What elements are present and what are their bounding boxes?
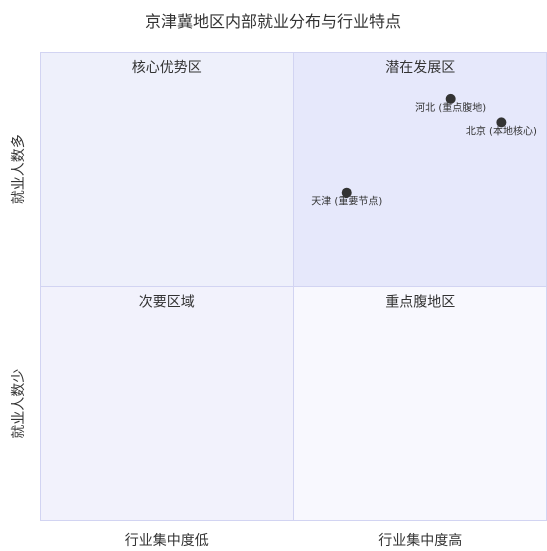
quadrant-bottom-left [40,286,294,521]
quadrant-bottom-right [293,286,547,521]
x-axis-high-label: 行业集中度高 [378,532,462,549]
points-layer: 河北 (重点腹地) 北京 (本地核心) 天津 (重要节点) [311,93,537,208]
quadrant-label-bottom-left: 次要区域 [139,295,195,311]
x-axis-low-label: 行业集中度低 [125,532,209,549]
point-label: 天津 (重要节点) [311,195,382,208]
quadrant-label-top-left: 核心优势区 [132,60,202,76]
quadrant-top-left [40,52,294,287]
point-label: 河北 (重点腹地) [415,101,486,114]
quadrant-label-top-right: 潜在发展区 [385,60,455,76]
quadrant-label-bottom-right: 重点腹地区 [385,294,455,311]
quadrant-top-right [293,52,547,287]
data-point[interactable] [445,93,456,104]
data-point[interactable] [341,187,352,198]
data-point[interactable] [496,117,507,128]
y-axis-low-label: 就业人数少 [11,369,27,439]
y-axis-high-label: 就业人数多 [10,134,27,204]
chart-title: 京津冀地区内部就业分布与行业特点 [145,12,401,31]
point-label: 北京 (本地核心) [466,124,537,137]
